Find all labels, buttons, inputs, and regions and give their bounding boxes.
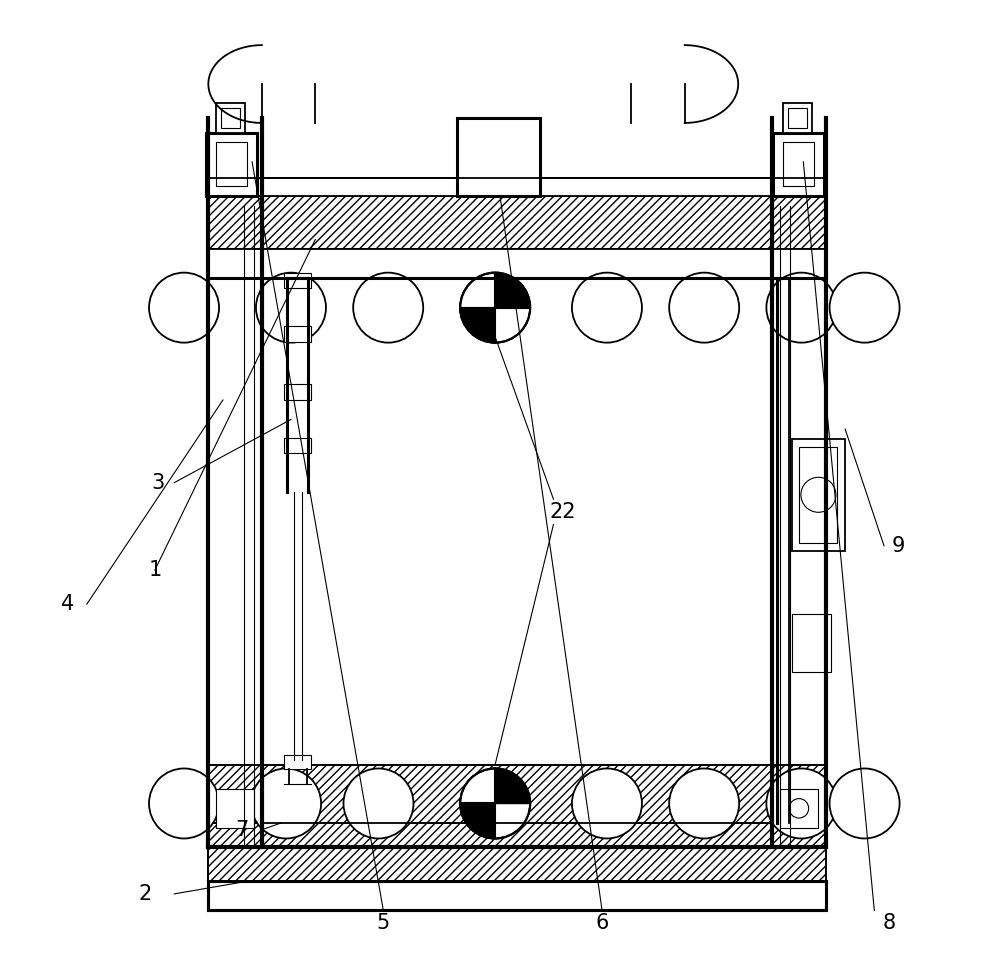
Text: 9: 9 <box>892 536 905 556</box>
Bar <box>208 196 826 250</box>
Bar <box>284 438 311 453</box>
Text: 1: 1 <box>148 561 161 580</box>
Circle shape <box>149 273 219 342</box>
Text: 3: 3 <box>151 473 164 492</box>
Bar <box>216 789 254 828</box>
Bar <box>284 755 311 769</box>
Bar <box>799 447 837 543</box>
Text: 8: 8 <box>882 913 895 933</box>
Text: 6: 6 <box>595 913 609 933</box>
Bar <box>208 823 826 881</box>
Circle shape <box>801 478 836 512</box>
Circle shape <box>830 273 900 342</box>
Text: 4: 4 <box>61 594 74 614</box>
Circle shape <box>460 768 530 838</box>
Bar <box>780 789 818 828</box>
Bar <box>783 142 814 186</box>
Circle shape <box>766 273 836 342</box>
Polygon shape <box>495 273 530 308</box>
Polygon shape <box>495 768 530 803</box>
Circle shape <box>149 768 219 838</box>
Circle shape <box>572 273 642 342</box>
Bar <box>284 326 311 341</box>
Bar <box>206 133 257 196</box>
Bar <box>221 108 240 128</box>
Bar <box>216 142 247 186</box>
Text: 5: 5 <box>377 913 390 933</box>
Text: 7: 7 <box>236 820 249 839</box>
Circle shape <box>830 768 900 838</box>
Bar <box>792 614 831 672</box>
Bar <box>208 823 826 881</box>
Circle shape <box>343 768 413 838</box>
Bar <box>208 764 826 823</box>
Bar <box>792 439 845 551</box>
Circle shape <box>766 768 836 838</box>
Bar <box>284 384 311 400</box>
Circle shape <box>251 768 321 838</box>
Circle shape <box>669 273 739 342</box>
Circle shape <box>572 768 642 838</box>
Bar <box>783 103 812 133</box>
Bar <box>457 118 540 196</box>
Circle shape <box>353 273 423 342</box>
Text: 2: 2 <box>139 884 152 904</box>
Bar <box>208 178 826 196</box>
Polygon shape <box>460 803 495 838</box>
Circle shape <box>789 799 809 818</box>
Circle shape <box>460 273 530 342</box>
Bar <box>208 764 826 823</box>
Bar <box>208 196 826 250</box>
Bar <box>208 881 826 911</box>
Polygon shape <box>460 308 495 342</box>
Bar <box>208 250 826 279</box>
Bar <box>773 133 824 196</box>
Bar <box>284 273 311 289</box>
Bar <box>788 108 807 128</box>
Bar <box>208 881 826 911</box>
Circle shape <box>256 273 326 342</box>
Bar <box>216 103 245 133</box>
Text: 22: 22 <box>550 502 576 522</box>
Circle shape <box>669 768 739 838</box>
